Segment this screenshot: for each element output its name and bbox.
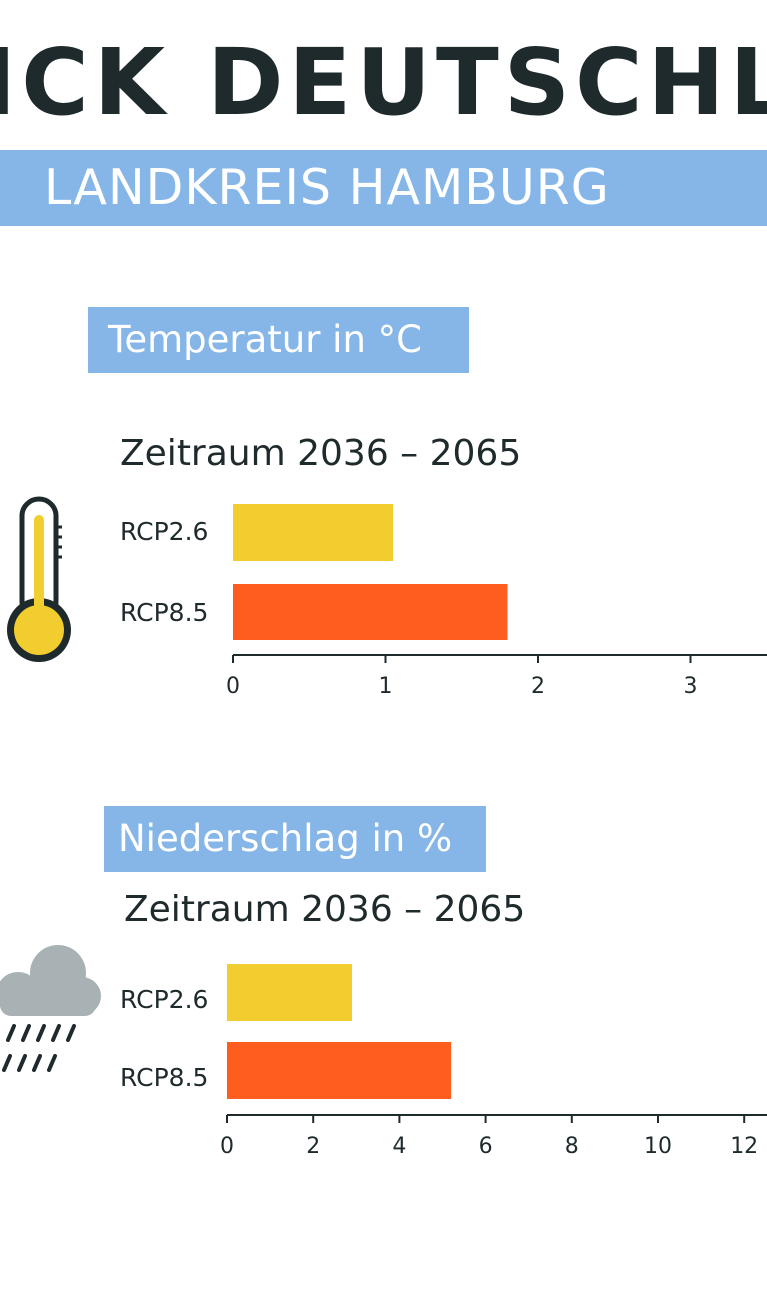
precipitation-chart-title: Niederschlag in % — [118, 817, 453, 860]
precipitation-tick-label: 4 — [392, 1134, 406, 1159]
temperature-bar-chart: 0 1 2 3 — [226, 504, 767, 699]
temperature-tick-label: 1 — [379, 674, 393, 699]
precipitation-tick-label: 6 — [479, 1134, 493, 1159]
thermometer-icon — [7, 496, 71, 662]
temperature-tick-label: 0 — [226, 674, 240, 699]
temperature-period: Zeitraum 2036 – 2065 — [120, 433, 522, 474]
precipitation-tick-label: 0 — [220, 1134, 234, 1159]
temperature-category-rcp85: RCP8.5 — [120, 598, 209, 627]
temperature-chart-title: Temperatur in °C — [108, 318, 423, 361]
temperature-bar-rcp85 — [233, 584, 508, 640]
subtitle-text: LANDKREIS HAMBURG — [44, 159, 610, 216]
rain-cloud-icon — [0, 945, 101, 1072]
temperature-label-box: Temperatur in °C — [88, 307, 469, 373]
precipitation-tick-label: 10 — [644, 1134, 672, 1159]
precipitation-category-rcp26: RCP2.6 — [120, 985, 209, 1014]
subtitle-bar: LANDKREIS HAMBURG — [0, 150, 767, 226]
temperature-tick-label: 3 — [684, 674, 698, 699]
temperature-category-rcp26: RCP2.6 — [120, 517, 209, 546]
precipitation-bar-rcp85 — [227, 1042, 452, 1099]
headline: ICK DEUTSCHLAN — [0, 30, 767, 135]
temperature-tick-label: 2 — [531, 674, 545, 699]
precipitation-label-box: Niederschlag in % — [104, 806, 486, 872]
precipitation-bar-chart: 0 2 4 6 8 10 12 — [220, 964, 767, 1159]
precipitation-tick-label: 12 — [730, 1134, 758, 1159]
temperature-bar-rcp26 — [233, 504, 394, 561]
precipitation-bar-rcp26 — [227, 964, 352, 1021]
precipitation-period: Zeitraum 2036 – 2065 — [124, 889, 526, 930]
precipitation-category-rcp85: RCP8.5 — [120, 1063, 209, 1092]
precipitation-tick-label: 2 — [306, 1134, 320, 1159]
precipitation-tick-label: 8 — [565, 1134, 579, 1159]
headline-text: ICK DEUTSCHLAN — [0, 30, 767, 135]
